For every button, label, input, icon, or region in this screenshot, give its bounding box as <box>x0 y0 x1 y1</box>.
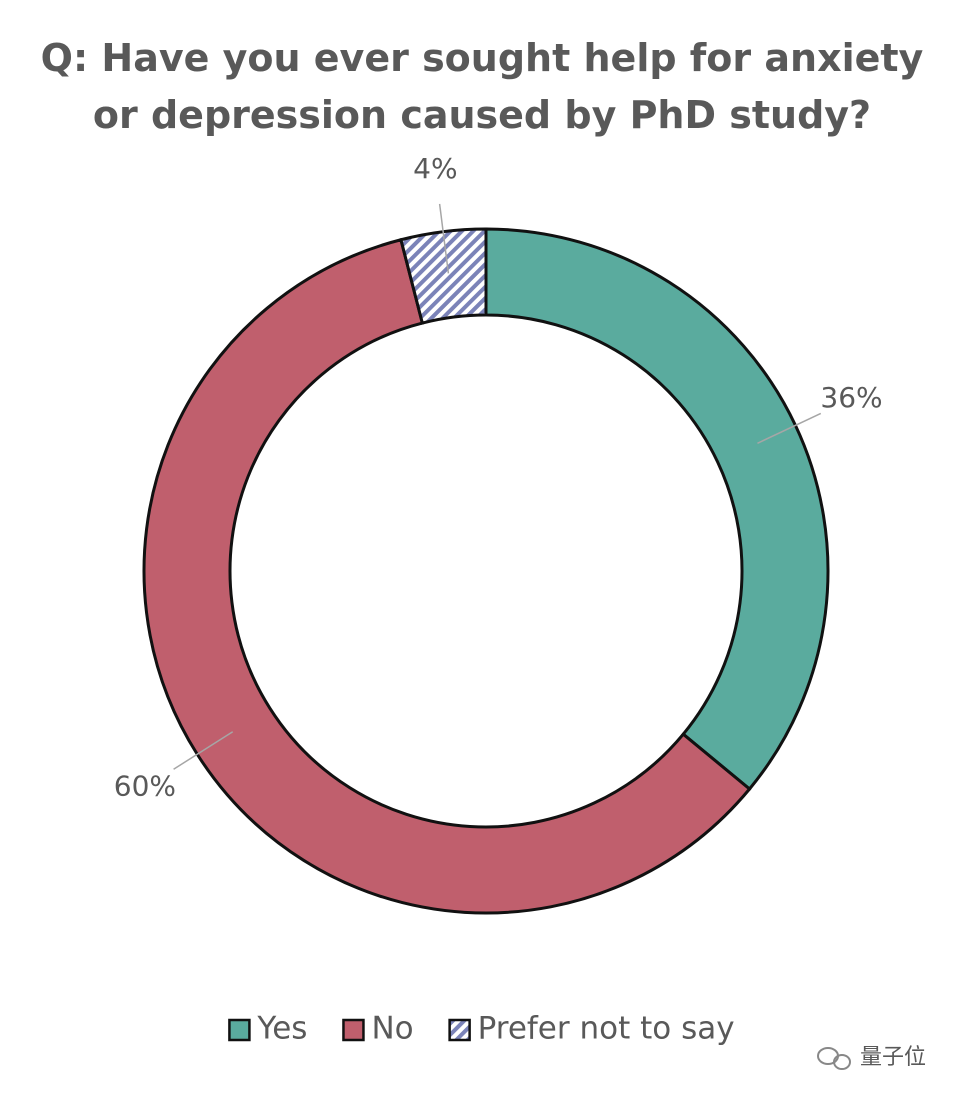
data-label: 36% <box>820 381 882 414</box>
leader-line <box>173 731 234 770</box>
chart-title: Q: Have you ever sought help for anxiety… <box>40 36 924 137</box>
legend-swatch <box>342 1018 365 1042</box>
legend-label: Prefer not to say <box>478 1011 735 1047</box>
legend-label: No <box>371 1011 413 1047</box>
legend-swatch <box>448 1018 471 1042</box>
watermark: 量子位 <box>860 1045 926 1070</box>
leader-line <box>438 203 450 274</box>
legend-label: Yes <box>256 1011 307 1047</box>
leader-line <box>757 412 822 444</box>
data-label: 4% <box>413 152 457 185</box>
data-label: 60% <box>114 769 176 802</box>
donut-slice <box>399 227 488 325</box>
legend-swatch <box>228 1018 251 1042</box>
donut-slice <box>484 227 830 792</box>
watermark-icon <box>817 1047 851 1070</box>
donut-slice <box>142 237 752 915</box>
